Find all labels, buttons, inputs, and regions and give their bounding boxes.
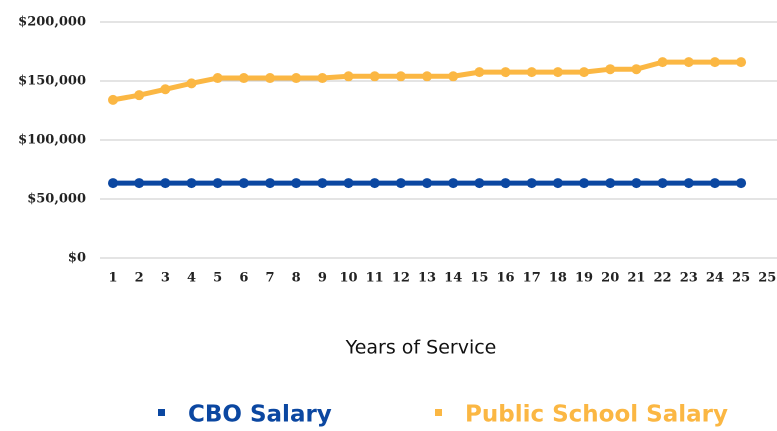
- data-point: [265, 178, 276, 189]
- x-tick-label: 2: [135, 271, 144, 286]
- data-point: [238, 178, 249, 189]
- x-tick-label: 23: [680, 271, 698, 286]
- x-tick-label: 3: [161, 271, 170, 286]
- x-axis-title: Years of Service: [345, 337, 497, 359]
- y-tick-label: $0: [68, 251, 86, 266]
- data-point: [552, 67, 563, 78]
- x-tick-label: 5: [213, 271, 222, 286]
- y-tick-label: $50,000: [27, 192, 86, 207]
- x-tick-label: 11: [366, 271, 384, 286]
- data-point: [134, 90, 145, 101]
- x-tick-label: 6: [239, 271, 248, 286]
- x-tick-label: 4: [187, 271, 196, 286]
- data-point: [317, 73, 328, 84]
- x-tick-label: 9: [318, 271, 327, 286]
- data-point: [579, 178, 590, 189]
- x-tick-label: 1: [108, 271, 117, 286]
- data-point: [369, 71, 380, 82]
- data-point: [395, 178, 406, 189]
- data-point: [605, 178, 616, 189]
- y-tick-label: $150,000: [18, 74, 86, 89]
- x-tick-label: 14: [444, 271, 462, 286]
- data-point: [631, 64, 642, 75]
- x-tick-label: 19: [575, 271, 593, 286]
- data-point: [526, 178, 537, 189]
- data-point: [500, 178, 511, 189]
- data-point: [291, 73, 302, 84]
- data-point: [395, 71, 406, 82]
- x-tick-label: 7: [265, 271, 274, 286]
- data-point: [500, 67, 511, 78]
- x-tick-label: 20: [601, 271, 619, 286]
- data-point: [134, 178, 145, 189]
- data-point: [631, 178, 642, 189]
- x-tick-label: 21: [627, 271, 645, 286]
- data-point: [343, 71, 354, 82]
- data-point: [605, 64, 616, 75]
- data-point: [212, 73, 223, 84]
- data-point: [422, 71, 433, 82]
- data-point: [657, 178, 668, 189]
- data-point: [369, 178, 380, 189]
- x-tick-label: 8: [292, 271, 301, 286]
- data-point: [709, 57, 720, 68]
- data-point: [683, 57, 694, 68]
- data-point: [736, 57, 747, 68]
- data-point: [160, 178, 171, 189]
- x-tick-label: 15: [470, 271, 488, 286]
- data-point: [186, 78, 197, 89]
- data-point: [108, 178, 118, 189]
- x-tick-label: 25: [732, 271, 750, 286]
- data-point: [736, 178, 747, 189]
- data-point: [317, 178, 328, 189]
- data-point: [265, 73, 276, 84]
- data-point: [448, 71, 459, 82]
- legend-label: CBO Salary: [188, 402, 332, 428]
- data-point: [657, 57, 668, 68]
- x-tick-label: 24: [706, 271, 724, 286]
- x-tick-label: 10: [339, 271, 357, 286]
- legend-swatch: [158, 409, 165, 416]
- x-tick-label: 22: [654, 271, 672, 286]
- data-point: [212, 178, 223, 189]
- data-point: [343, 178, 354, 189]
- data-point: [448, 178, 459, 189]
- data-point: [552, 178, 563, 189]
- y-tick-label: $200,000: [18, 15, 86, 30]
- data-point: [526, 67, 537, 78]
- data-point: [160, 84, 171, 95]
- x-tick-label: 16: [497, 271, 515, 286]
- data-point: [108, 94, 118, 105]
- y-tick-label: $100,000: [18, 133, 86, 148]
- x-tick-label: 13: [418, 271, 436, 286]
- legend-label: Public School Salary: [465, 402, 728, 428]
- data-point: [683, 178, 694, 189]
- data-point: [579, 67, 590, 78]
- data-point: [709, 178, 720, 189]
- data-point: [238, 73, 249, 84]
- x-tick-label: 25: [758, 271, 776, 286]
- data-point: [422, 178, 433, 189]
- legend-swatch: [435, 409, 442, 416]
- x-tick-label: 12: [392, 271, 410, 286]
- data-point: [474, 178, 485, 189]
- data-point: [474, 67, 485, 78]
- x-tick-label: 17: [523, 271, 541, 286]
- x-tick-label: 18: [549, 271, 567, 286]
- data-point: [186, 178, 197, 189]
- data-point: [291, 178, 302, 189]
